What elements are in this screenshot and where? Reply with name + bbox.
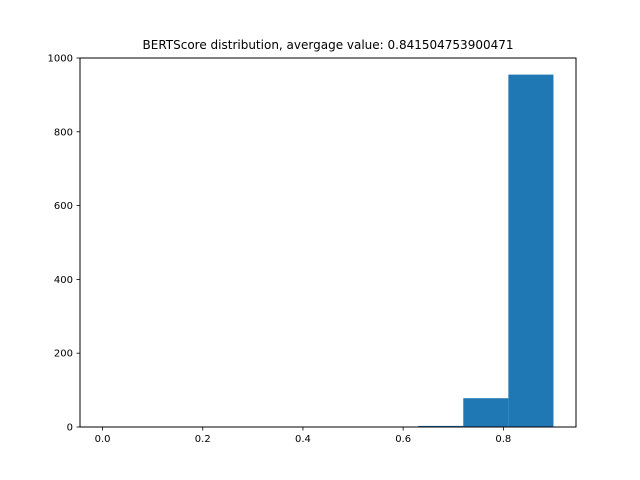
y-tick-label: 600	[54, 201, 73, 212]
y-tick-label: 400	[54, 275, 73, 286]
chart-title: BERTScore distribution, avergage value: …	[143, 38, 514, 52]
histogram-bars	[418, 74, 554, 427]
x-tick-label: 0.2	[195, 434, 211, 445]
histogram-bar-9	[508, 74, 554, 427]
y-tick-label: 200	[54, 349, 73, 360]
plot-frame	[79, 57, 577, 428]
y-tick-label: 800	[54, 127, 73, 138]
x-tick-label: 0.4	[295, 434, 311, 445]
x-tick-label: 0.0	[95, 434, 111, 445]
y-tick-label: 1000	[48, 54, 73, 65]
y-tick-label: 0	[67, 423, 73, 434]
x-axis-ticks: 0.0 0.2 0.4 0.6 0.8	[95, 427, 511, 445]
histogram-bar-7	[418, 425, 464, 427]
y-axis-ticks: 0 200 400 600 800 1000	[48, 54, 80, 434]
x-tick-label: 0.8	[495, 434, 511, 445]
x-tick-label: 0.6	[395, 434, 411, 445]
histogram-bar-8	[463, 398, 509, 427]
